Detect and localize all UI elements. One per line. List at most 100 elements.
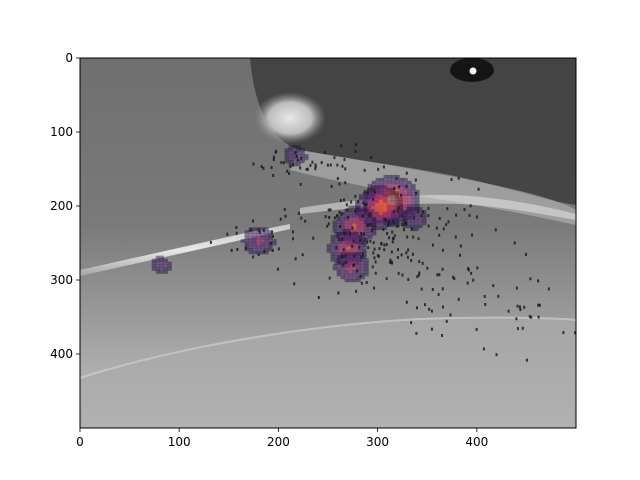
heat-cell [284,151,289,155]
heat-cell [336,261,341,265]
activation-speck [236,247,239,251]
heat-cell [334,258,339,262]
activation-speck [377,254,380,258]
heat-cell [387,177,392,182]
heat-cell [411,201,416,205]
activation-speck [507,309,510,313]
heat-cell [358,243,363,247]
heat-cell [364,229,369,233]
heat-cell [390,197,396,201]
activation-speck [438,217,441,221]
heat-cell [390,194,396,198]
heat-cell [260,245,265,249]
activation-speck [372,251,375,255]
heat-cell [395,186,400,191]
activation-speck [335,214,338,218]
activation-speck [378,247,381,251]
heat-cell [390,203,396,207]
x-tick-label: 0 [76,435,84,449]
activation-speck [279,217,282,221]
heat-cell [379,186,384,191]
heat-cell [359,208,364,213]
heat-cell [256,248,261,252]
heat-cell [260,239,265,243]
heat-cell [364,226,369,230]
heat-cell [296,160,301,164]
heat-cell [344,278,349,283]
heat-cell [151,264,156,268]
activation-speck [351,226,354,230]
activation-speck [304,219,307,223]
heat-cell [346,255,351,259]
activation-speck [312,236,315,240]
activation-speck [361,214,364,218]
heat-cell [391,177,396,182]
activation-speck [286,169,289,173]
heat-cell [292,162,297,167]
heat-cell [360,273,365,277]
heat-cell [403,186,408,191]
heat-cell [356,226,361,230]
activation-speck [453,277,456,281]
heat-cell [411,195,416,199]
heat-cell [256,233,261,237]
heat-cell [363,189,368,193]
activation-speck [403,223,406,227]
activation-speck [415,306,418,310]
activation-speck [368,213,371,217]
heat-cell [387,183,392,188]
heat-cell [344,275,349,280]
heat-cell [358,234,363,239]
heat-cell [394,220,400,225]
heat-cell [252,242,257,246]
activation-speck [427,224,430,228]
activation-speck [445,319,448,323]
activation-speck [390,250,393,254]
heat-cell [394,214,400,219]
activation-speck [262,166,265,170]
heat-cell [296,145,301,149]
activation-speck [406,235,409,239]
heat-cell [344,211,349,215]
activation-speck [294,151,297,155]
heat-cell [378,214,384,219]
activation-speck [360,281,363,285]
activation-speck [415,331,418,335]
activation-speck [392,237,395,241]
heat-cell [342,246,347,250]
heat-cell [340,232,345,236]
activation-speck [260,165,263,169]
heat-cell [348,275,353,280]
heat-cell [370,188,376,192]
mouse-head-shape [250,58,576,205]
heat-cell [248,251,253,255]
heat-cell [382,194,388,198]
heat-cell [354,249,359,253]
heat-cell [403,204,408,208]
heat-cell [368,211,373,215]
heat-cell [159,255,164,259]
activation-speck [518,305,521,309]
heat-cell [352,258,357,262]
heat-cell [356,235,361,239]
activation-speck [405,222,408,226]
y-tick-label: 0 [65,51,73,65]
heat-cell [411,186,416,191]
activation-speck [373,256,376,260]
heat-cell [368,220,373,224]
heat-cell [340,273,345,277]
heat-cell [346,231,351,236]
activation-speck [415,191,418,195]
activation-speck [400,253,403,257]
activation-speck [418,260,421,264]
heat-cell [411,210,416,214]
activation-speck [421,261,424,265]
activation-speck [343,231,346,235]
activation-speck [519,308,522,312]
heat-cell [268,236,273,240]
heat-cell [403,201,408,205]
activation-speck [405,184,408,188]
activation-speck [371,265,374,269]
activation-speck [300,156,303,160]
activation-speck [353,254,356,258]
